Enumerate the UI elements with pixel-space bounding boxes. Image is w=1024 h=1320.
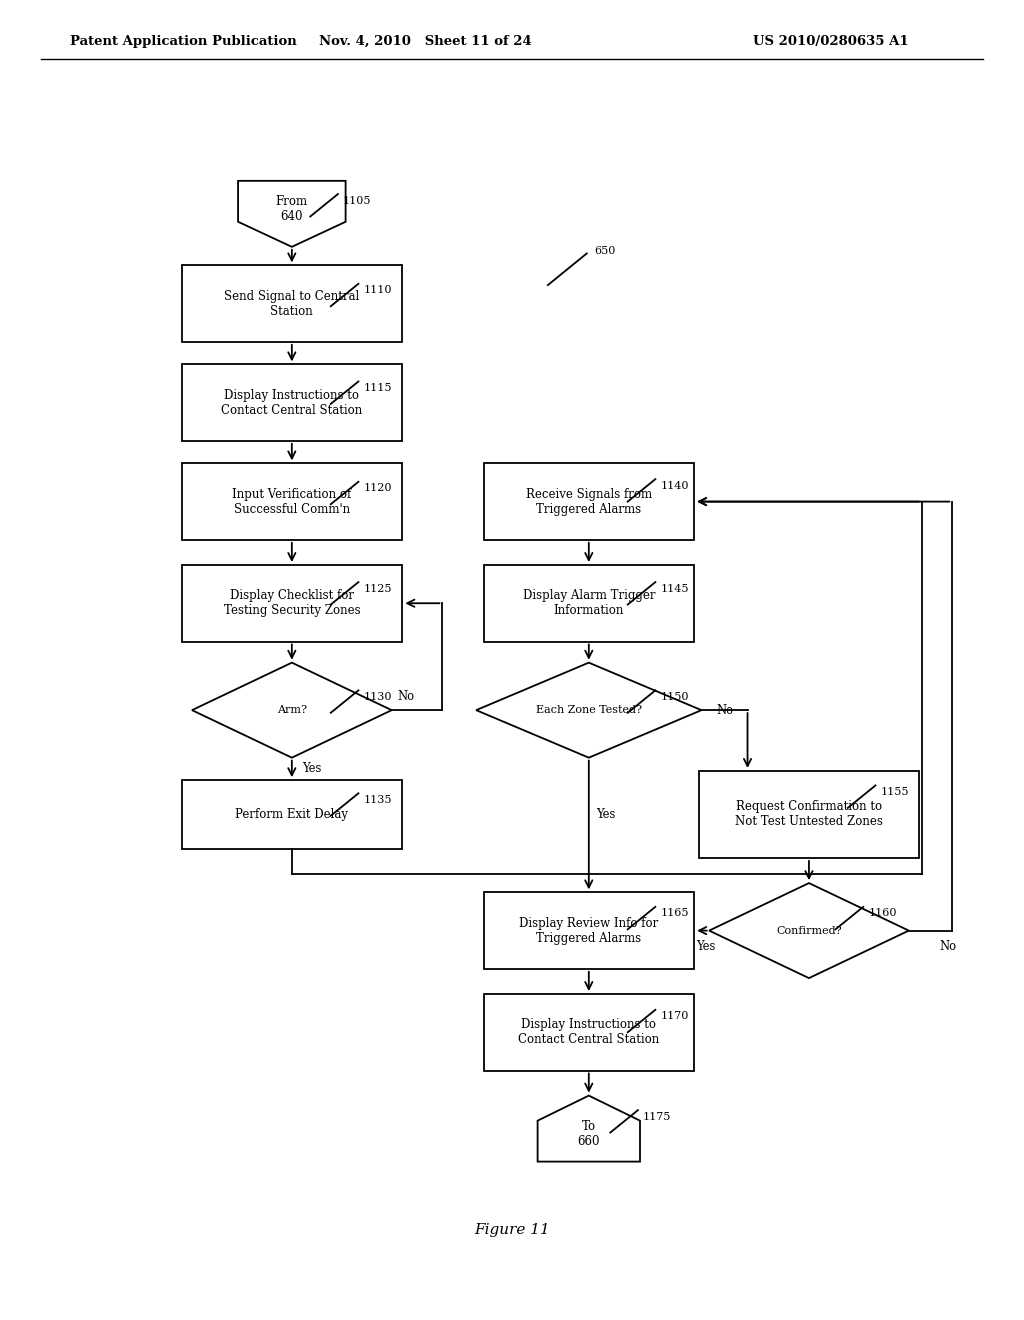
Text: US 2010/0280635 A1: US 2010/0280635 A1: [753, 36, 908, 48]
Text: Display Instructions to
Contact Central Station: Display Instructions to Contact Central …: [221, 388, 362, 417]
Text: No: No: [397, 690, 415, 704]
Polygon shape: [238, 181, 345, 247]
Text: 1165: 1165: [660, 908, 689, 919]
FancyBboxPatch shape: [182, 463, 401, 540]
Text: Yes: Yes: [696, 940, 716, 953]
FancyBboxPatch shape: [182, 364, 401, 441]
Text: Display Alarm Trigger
Information: Display Alarm Trigger Information: [522, 589, 655, 618]
FancyBboxPatch shape: [182, 265, 401, 342]
Text: Perform Exit Delay: Perform Exit Delay: [236, 808, 348, 821]
Text: 1105: 1105: [343, 195, 372, 206]
Text: 1155: 1155: [881, 787, 909, 797]
Text: Confirmed?: Confirmed?: [776, 925, 842, 936]
Text: 1175: 1175: [643, 1111, 672, 1122]
Text: From
640: From 640: [275, 194, 308, 223]
Text: 1140: 1140: [660, 480, 689, 491]
Text: 1150: 1150: [660, 692, 689, 702]
Text: Nov. 4, 2010   Sheet 11 of 24: Nov. 4, 2010 Sheet 11 of 24: [318, 36, 531, 48]
Polygon shape: [709, 883, 909, 978]
Polygon shape: [191, 663, 391, 758]
Text: 1160: 1160: [868, 908, 897, 919]
Text: 1110: 1110: [364, 285, 392, 296]
FancyBboxPatch shape: [483, 994, 694, 1071]
Text: No: No: [939, 940, 956, 953]
Text: Display Instructions to
Contact Central Station: Display Instructions to Contact Central …: [518, 1018, 659, 1047]
Text: Yes: Yes: [302, 762, 322, 775]
Text: Yes: Yes: [596, 808, 615, 821]
Text: 1115: 1115: [364, 383, 392, 393]
Text: 1125: 1125: [364, 583, 392, 594]
Text: Send Signal to Central
Station: Send Signal to Central Station: [224, 289, 359, 318]
FancyBboxPatch shape: [182, 780, 401, 849]
Text: 1170: 1170: [660, 1011, 689, 1022]
Text: 1135: 1135: [364, 795, 392, 805]
FancyBboxPatch shape: [483, 565, 694, 642]
Text: Request Confirmation to
Not Test Untested Zones: Request Confirmation to Not Test Unteste…: [735, 800, 883, 829]
Text: No: No: [717, 704, 734, 717]
Text: Display Checklist for
Testing Security Zones: Display Checklist for Testing Security Z…: [223, 589, 360, 618]
FancyBboxPatch shape: [483, 892, 694, 969]
Text: 1120: 1120: [364, 483, 392, 494]
Text: Arm?: Arm?: [276, 705, 307, 715]
Text: Patent Application Publication: Patent Application Publication: [70, 36, 296, 48]
Text: 1130: 1130: [364, 692, 392, 702]
Text: To
660: To 660: [578, 1119, 600, 1148]
Text: Figure 11: Figure 11: [474, 1224, 550, 1237]
Text: 1145: 1145: [660, 583, 689, 594]
Text: Receive Signals from
Triggered Alarms: Receive Signals from Triggered Alarms: [525, 487, 652, 516]
FancyBboxPatch shape: [698, 771, 920, 858]
Text: Display Review Info for
Triggered Alarms: Display Review Info for Triggered Alarms: [519, 916, 658, 945]
Text: 650: 650: [594, 246, 615, 256]
Polygon shape: [476, 663, 701, 758]
Polygon shape: [538, 1096, 640, 1162]
FancyBboxPatch shape: [182, 565, 401, 642]
Text: Each Zone Tested?: Each Zone Tested?: [536, 705, 642, 715]
FancyBboxPatch shape: [483, 463, 694, 540]
Text: Input Verification of
Successful Comm'n: Input Verification of Successful Comm'n: [232, 487, 351, 516]
